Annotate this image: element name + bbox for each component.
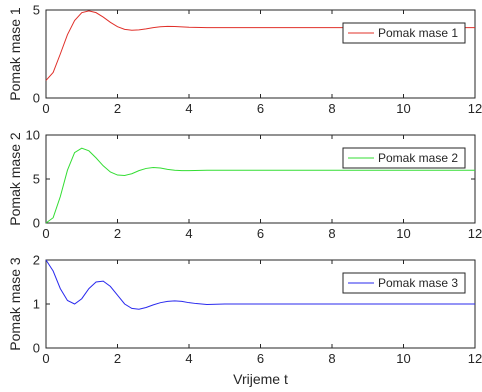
legend-box [342,272,466,294]
x-tick-label: 8 [328,226,335,241]
legend-box [342,147,466,169]
y-tick-label: 0 [33,91,40,106]
x-tick-label: 6 [257,226,264,241]
y-axis-label: Pomak mase 1 [7,7,23,101]
legend-label: Pomak mase 1 [378,26,458,40]
x-tick-label: 8 [328,101,335,116]
x-tick-label: 2 [114,226,121,241]
y-tick-label: 2 [33,253,40,268]
legend-label: Pomak mase 3 [378,276,458,290]
x-tick-label: 6 [257,101,264,116]
x-tick-label: 4 [185,226,192,241]
x-tick-label: 2 [114,351,121,366]
x-tick-label: 6 [257,351,264,366]
series-line-3 [45,259,475,310]
y-tick-label: 10 [26,128,40,143]
x-tick-label: 4 [185,351,192,366]
x-tick-label: 10 [396,101,410,116]
y-tick-label: 5 [33,172,40,187]
x-tick-label: 10 [396,226,410,241]
x-axis-label: Vrijeme t [233,371,288,387]
x-tick-label: 12 [468,351,482,366]
x-tick-label: 12 [468,226,482,241]
y-axis-label: Pomak mase 3 [7,257,23,351]
x-tick-label: 0 [42,101,49,116]
x-tick-label: 10 [396,351,410,366]
legend-label: Pomak mase 2 [378,151,458,165]
y-tick-label: 5 [33,3,40,18]
x-tick-label: 0 [42,351,49,366]
x-tick-label: 8 [328,351,335,366]
x-tick-label: 0 [42,226,49,241]
series-line-2 [45,147,475,224]
x-tick-label: 2 [114,101,121,116]
y-tick-label: 0 [33,216,40,231]
legend-box [342,22,466,44]
y-tick-label: 0 [33,341,40,356]
series-line-1 [45,10,475,81]
y-tick-label: 1 [33,297,40,312]
x-tick-label: 4 [185,101,192,116]
y-axis-label: Pomak mase 2 [7,132,23,226]
x-tick-label: 12 [468,101,482,116]
